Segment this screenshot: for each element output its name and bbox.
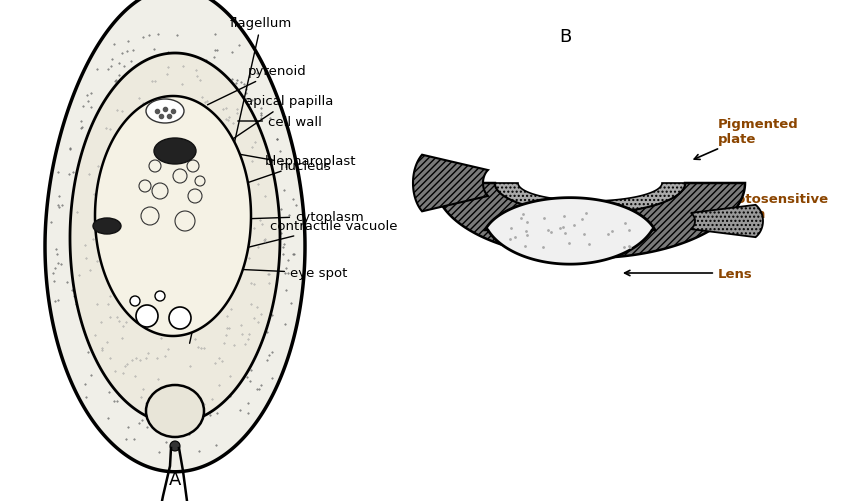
Circle shape [170,441,180,451]
Text: cytoplasm: cytoplasm [242,210,363,223]
Text: Photosensitive
region: Photosensitive region [684,192,828,221]
Polygon shape [690,205,762,237]
Text: A: A [169,470,181,488]
Text: nucleus: nucleus [212,150,331,173]
Ellipse shape [154,139,196,165]
Text: flagellum: flagellum [189,18,292,344]
Ellipse shape [146,385,204,437]
Circle shape [130,297,140,307]
Polygon shape [95,97,251,336]
Polygon shape [495,184,684,213]
Circle shape [136,306,158,327]
Text: blepharoplast: blepharoplast [206,155,356,198]
Circle shape [154,292,165,302]
Text: B: B [558,28,571,46]
Text: Lens: Lens [624,267,751,280]
Text: pyrenoid: pyrenoid [207,65,306,106]
Ellipse shape [93,218,121,234]
Polygon shape [45,0,305,472]
Circle shape [169,308,191,329]
Polygon shape [413,155,487,212]
Polygon shape [70,54,280,423]
Text: apical papilla: apical papilla [202,95,333,160]
Text: Pigmented
plate: Pigmented plate [693,118,798,160]
Polygon shape [485,198,654,265]
Ellipse shape [146,100,183,124]
Polygon shape [434,184,744,259]
Text: cell wall: cell wall [237,115,322,128]
Text: contractile vacuole: contractile vacuole [188,220,397,263]
Text: eye spot: eye spot [167,267,347,280]
